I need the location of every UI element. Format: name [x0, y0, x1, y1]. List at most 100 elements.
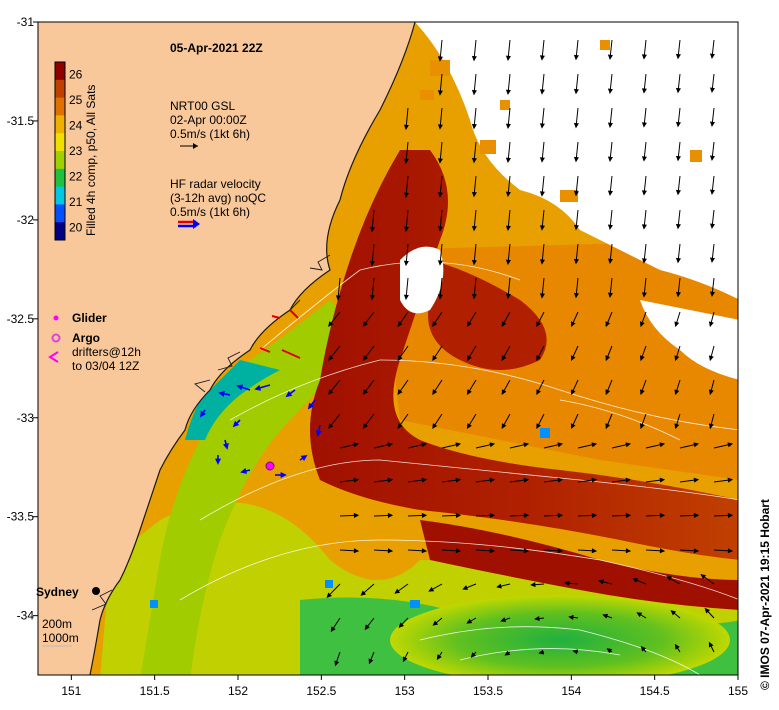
model-arrow-head: [432, 423, 438, 429]
glider-marker[interactable]: [265, 461, 275, 471]
model-arrow-head: [455, 477, 462, 483]
model-arrow-head: [605, 355, 611, 362]
model-arrow-head: [693, 548, 700, 554]
colorbar-swatch: [55, 62, 65, 81]
model-arrow-head: [659, 477, 666, 483]
model-arrow-head: [675, 223, 681, 230]
radar-arrow-head: [315, 430, 322, 437]
model-arrow-head: [403, 192, 409, 199]
svg-text:Glider: Glider: [72, 311, 107, 325]
model-arrow-head: [369, 260, 375, 267]
model-arrow-head: [455, 512, 462, 518]
model-arrow-head: [727, 442, 734, 448]
model-arrow-head: [362, 355, 368, 361]
y-tick-label: -34: [17, 609, 35, 623]
colorbar-frame: [54, 61, 66, 241]
model-arrow-head: [471, 55, 477, 62]
model-arrow-head: [674, 355, 680, 362]
model-arrow-head: [387, 442, 394, 448]
model-arrow-head: [570, 423, 576, 430]
svg-text:NRT00 GSL: NRT00 GSL: [170, 99, 235, 113]
model-arrow-head: [641, 54, 647, 60]
sst-coastal-strip: [140, 300, 360, 675]
model-arrow-head: [607, 258, 613, 265]
model-arrow-head: [330, 626, 336, 633]
model-arrow-head: [523, 477, 530, 483]
model-arrow-head: [536, 355, 542, 362]
model-arrow-head: [368, 658, 374, 665]
model-arrow-head: [489, 442, 496, 448]
depth-label-200: 200m: [42, 617, 72, 631]
model-arrow-head: [607, 190, 613, 197]
model-arrow-head: [539, 259, 545, 265]
model-arrow-head: [523, 548, 530, 554]
model-arrow-head: [505, 191, 511, 198]
x-tick-label: 153: [395, 684, 415, 698]
model-arrow-head: [428, 586, 435, 592]
model-arrow-head: [397, 423, 403, 429]
map-plot[interactable]: [38, 22, 740, 685]
colorbar-swatch: [55, 133, 65, 152]
model-arrow-head: [437, 124, 443, 130]
model-arrow-head: [398, 622, 405, 628]
radar-arrow-head: [285, 390, 293, 398]
radar-arrow-head: [236, 384, 244, 391]
model-arrow-head: [641, 258, 647, 264]
model-arrow-head: [674, 321, 680, 328]
x-axis: 151 151.5 152 152.5 153 153.5 154 154.5 155: [61, 675, 748, 698]
model-arrow-head: [641, 224, 647, 230]
model-arrow-head: [471, 191, 477, 198]
model-arrow-head: [523, 442, 530, 448]
model-arrow-head: [598, 579, 604, 585]
colorbar-swatch: [55, 79, 65, 99]
model-arrow-head: [539, 225, 545, 231]
model-arrow-head: [403, 158, 409, 165]
model-arrow-head: [466, 389, 472, 395]
model-arrow-head: [437, 260, 443, 266]
model-arrow-head: [466, 423, 472, 429]
model-arrow-head: [403, 294, 409, 301]
model-arrow-head: [727, 477, 734, 483]
radar-arrow-head: [307, 402, 315, 410]
model-arrow-head: [693, 477, 700, 483]
model-arrow-head: [573, 88, 579, 95]
no-data-patch: [400, 246, 444, 314]
colorbar-tick-label: 21: [69, 195, 83, 209]
model-arrow-head: [539, 123, 545, 129]
model-arrow-head: [639, 389, 645, 396]
model-arrow-head: [501, 389, 507, 396]
colorbar-tick-label: 25: [69, 93, 83, 107]
model-arrow-head: [403, 124, 409, 131]
x-tick-label: 151.5: [140, 684, 170, 698]
model-arrow-head: [437, 294, 443, 300]
model-arrow-head: [403, 226, 409, 233]
model-arrow-head: [659, 512, 666, 518]
model-arrow-head: [353, 512, 360, 518]
model-arrow-head: [572, 649, 579, 655]
model-arrow-head: [538, 649, 544, 655]
colorbar-swatch: [55, 168, 65, 188]
colorbar-swatch: [55, 186, 65, 205]
model-arrow-head: [557, 442, 564, 448]
model-arrow-head: [709, 87, 715, 94]
model-arrow-head: [505, 225, 511, 232]
svg-text:drifters@12h: drifters@12h: [72, 345, 141, 359]
model-arrow-head: [641, 122, 647, 128]
model-arrow-head: [709, 155, 715, 162]
model-arrow-head: [591, 442, 598, 448]
model-arrow-head: [573, 258, 579, 265]
model-arrow-head: [471, 293, 477, 300]
model-arrow-head: [387, 512, 394, 518]
model-arrow-head: [641, 190, 647, 196]
model-arrow-head: [432, 321, 438, 327]
model-arrow-head: [505, 55, 511, 62]
model-arrow-head: [709, 121, 715, 128]
y-tick-label: -31: [17, 15, 35, 29]
model-arrow-head: [328, 389, 334, 395]
colorbar-swatch: [55, 115, 65, 134]
svg-text:to 03/04 12Z: to 03/04 12Z: [72, 359, 139, 373]
model-arrow-head: [536, 389, 542, 396]
no-data-patch-2: [640, 300, 738, 380]
model-arrow-head: [403, 260, 409, 267]
radar-legend: HF radar velocity (3-12h avg) noQC 0.5m/…: [170, 177, 266, 229]
